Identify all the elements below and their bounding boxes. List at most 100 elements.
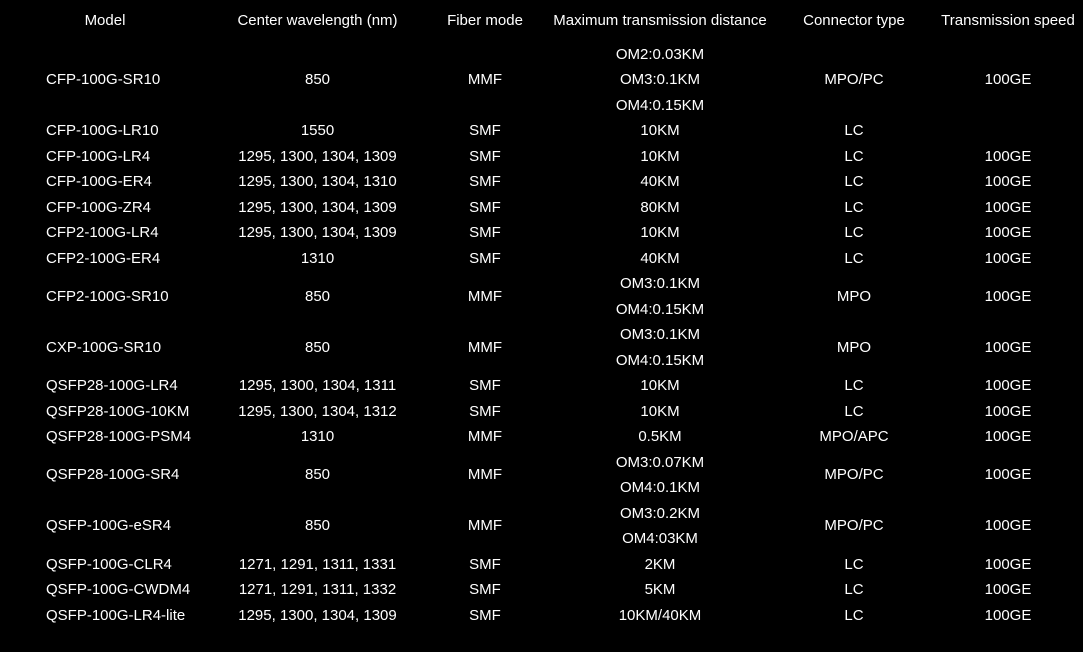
cell-model: CFP2-100G-LR4	[0, 220, 210, 246]
cell-speed: 100GE	[933, 246, 1083, 272]
col-header-wavelength: Center wavelength (nm)	[210, 0, 425, 42]
cell-speed: 100GE	[933, 42, 1083, 119]
cell-distance: OM3:0.1KM OM4:0.15KM	[545, 322, 775, 373]
cell-wavelength: 1271, 1291, 1311, 1331	[210, 552, 425, 578]
cell-fiber-mode: MMF	[425, 322, 545, 373]
cell-wavelength: 850	[210, 271, 425, 322]
cell-wavelength: 1295, 1300, 1304, 1309	[210, 603, 425, 629]
table-body: CFP-100G-SR10850MMFOM2:0.03KM OM3:0.1KM …	[0, 42, 1083, 629]
cell-speed: 100GE	[933, 424, 1083, 450]
cell-distance: 10KM	[545, 220, 775, 246]
cell-connector: MPO/PC	[775, 42, 933, 119]
cell-wavelength: 850	[210, 501, 425, 552]
col-header-model: Model	[0, 0, 210, 42]
cell-model: QSFP-100G-CWDM4	[0, 577, 210, 603]
cell-speed: 100GE	[933, 399, 1083, 425]
cell-wavelength: 1271, 1291, 1311, 1332	[210, 577, 425, 603]
table-row: CFP2-100G-SR10850MMFOM3:0.1KM OM4:0.15KM…	[0, 271, 1083, 322]
cell-fiber-mode: SMF	[425, 577, 545, 603]
cell-speed: 100GE	[933, 195, 1083, 221]
cell-connector: MPO	[775, 271, 933, 322]
cell-distance: 40KM	[545, 169, 775, 195]
cell-model: QSFP-100G-LR4-lite	[0, 603, 210, 629]
table-row: QSFP-100G-LR4-lite1295, 1300, 1304, 1309…	[0, 603, 1083, 629]
col-header-fiber-mode: Fiber mode	[425, 0, 545, 42]
cell-speed: 100GE	[933, 322, 1083, 373]
cell-model: CFP-100G-SR10	[0, 42, 210, 119]
cell-speed: 100GE	[933, 501, 1083, 552]
cell-model: QSFP-100G-eSR4	[0, 501, 210, 552]
cell-fiber-mode: SMF	[425, 195, 545, 221]
cell-connector: LC	[775, 577, 933, 603]
table-row: QSFP-100G-eSR4850MMFOM3:0.2KM OM4:03KMMP…	[0, 501, 1083, 552]
cell-connector: LC	[775, 220, 933, 246]
cell-wavelength: 1310	[210, 246, 425, 272]
cell-wavelength: 1310	[210, 424, 425, 450]
table-row: QSFP-100G-CLR41271, 1291, 1311, 1331SMF2…	[0, 552, 1083, 578]
cell-connector: LC	[775, 373, 933, 399]
cell-model: CFP-100G-ER4	[0, 169, 210, 195]
col-header-distance: Maximum transmission distance	[545, 0, 775, 42]
cell-wavelength: 1295, 1300, 1304, 1309	[210, 195, 425, 221]
cell-distance: 10KM/40KM	[545, 603, 775, 629]
cell-fiber-mode: SMF	[425, 399, 545, 425]
cell-speed: 100GE	[933, 450, 1083, 501]
cell-fiber-mode: MMF	[425, 42, 545, 119]
cell-speed: 100GE	[933, 271, 1083, 322]
table-row: CXP-100G-SR10850MMFOM3:0.1KM OM4:0.15KMM…	[0, 322, 1083, 373]
cell-model: CFP-100G-LR10	[0, 118, 210, 144]
table-row: QSFP28-100G-10KM1295, 1300, 1304, 1312SM…	[0, 399, 1083, 425]
cell-speed: 100GE	[933, 144, 1083, 170]
table-row: CFP2-100G-LR41295, 1300, 1304, 1309SMF10…	[0, 220, 1083, 246]
cell-distance: 2KM	[545, 552, 775, 578]
cell-wavelength: 1295, 1300, 1304, 1311	[210, 373, 425, 399]
table-row: QSFP28-100G-SR4850MMFOM3:0.07KM OM4:0.1K…	[0, 450, 1083, 501]
cell-connector: LC	[775, 603, 933, 629]
cell-fiber-mode: SMF	[425, 373, 545, 399]
cell-fiber-mode: SMF	[425, 246, 545, 272]
cell-fiber-mode: SMF	[425, 118, 545, 144]
cell-model: QSFP28-100G-PSM4	[0, 424, 210, 450]
col-header-connector: Connector type	[775, 0, 933, 42]
cell-model: CFP2-100G-SR10	[0, 271, 210, 322]
cell-connector: LC	[775, 195, 933, 221]
table-row: CFP-100G-SR10850MMFOM2:0.03KM OM3:0.1KM …	[0, 42, 1083, 119]
cell-model: CFP-100G-ZR4	[0, 195, 210, 221]
cell-fiber-mode: SMF	[425, 169, 545, 195]
cell-speed: 100GE	[933, 603, 1083, 629]
cell-model: CFP2-100G-ER4	[0, 246, 210, 272]
cell-connector: LC	[775, 144, 933, 170]
cell-model: CXP-100G-SR10	[0, 322, 210, 373]
table-header-row: Model Center wavelength (nm) Fiber mode …	[0, 0, 1083, 42]
cell-model: QSFP28-100G-SR4	[0, 450, 210, 501]
cell-wavelength: 1295, 1300, 1304, 1312	[210, 399, 425, 425]
cell-fiber-mode: SMF	[425, 603, 545, 629]
cell-wavelength: 1550	[210, 118, 425, 144]
cell-fiber-mode: MMF	[425, 501, 545, 552]
cell-connector: LC	[775, 399, 933, 425]
cell-connector: LC	[775, 118, 933, 144]
cell-fiber-mode: SMF	[425, 220, 545, 246]
cell-distance: 10KM	[545, 399, 775, 425]
table-row: CFP-100G-ZR41295, 1300, 1304, 1309SMF80K…	[0, 195, 1083, 221]
cell-distance: 0.5KM	[545, 424, 775, 450]
cell-wavelength: 1295, 1300, 1304, 1309	[210, 144, 425, 170]
cell-distance: 10KM	[545, 373, 775, 399]
cell-connector: LC	[775, 552, 933, 578]
cell-wavelength: 1295, 1300, 1304, 1310	[210, 169, 425, 195]
cell-model: QSFP-100G-CLR4	[0, 552, 210, 578]
cell-distance: OM2:0.03KM OM3:0.1KM OM4:0.15KM	[545, 42, 775, 119]
cell-wavelength: 850	[210, 322, 425, 373]
cell-speed: 100GE	[933, 169, 1083, 195]
cell-fiber-mode: MMF	[425, 450, 545, 501]
cell-model: QSFP28-100G-10KM	[0, 399, 210, 425]
cell-connector: MPO/PC	[775, 501, 933, 552]
cell-connector: LC	[775, 246, 933, 272]
table-row: QSFP-100G-CWDM41271, 1291, 1311, 1332SMF…	[0, 577, 1083, 603]
cell-wavelength: 850	[210, 42, 425, 119]
cell-model: QSFP28-100G-LR4	[0, 373, 210, 399]
cell-speed: 100GE	[933, 577, 1083, 603]
cell-speed: 100GE	[933, 220, 1083, 246]
cell-distance: 40KM	[545, 246, 775, 272]
cell-speed: 100GE	[933, 373, 1083, 399]
